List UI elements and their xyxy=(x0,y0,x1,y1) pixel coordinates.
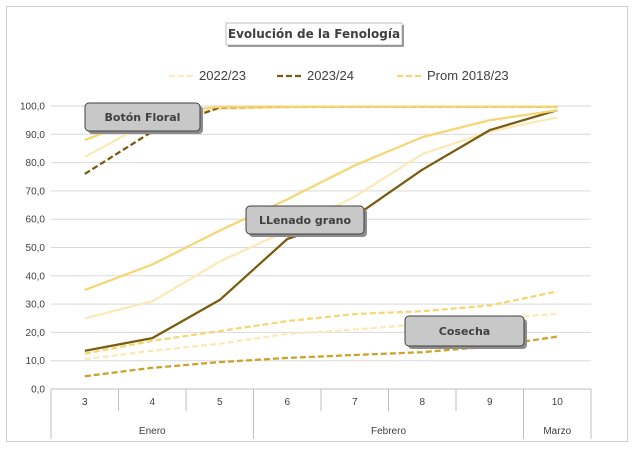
x-tick-label: 8 xyxy=(419,397,425,408)
title-layer: Evolución de la Fenología xyxy=(225,22,404,47)
annotations-layer: Botón Floral LLenado grano Cosecha xyxy=(84,102,527,349)
x-tick-label: 5 xyxy=(217,397,223,408)
x-tick-label: 9 xyxy=(487,397,493,408)
series-line-cosecha-2023-24 xyxy=(84,335,558,378)
chart: 0,0 10,0 20,0 30,0 40,0 50,0 60,0 70,0 80,0 90,0 1… xyxy=(20,22,592,439)
x-tick-label: 4 xyxy=(149,397,155,408)
legend-label: 2022/23 xyxy=(199,68,246,83)
annotation-box xyxy=(404,315,525,347)
chart-title: Evolución de la Fenología xyxy=(228,27,400,41)
x-tick-label: 10 xyxy=(552,397,564,408)
legend-item-prom-2018-23: Prom 2018/23 xyxy=(397,68,509,83)
y-tick-label: 40,0 xyxy=(26,271,46,282)
x-tick-label: 3 xyxy=(82,397,88,408)
annotation-cosecha: Cosecha xyxy=(404,315,527,349)
y-tick-label: 60,0 xyxy=(26,215,46,226)
legend-label: 2023/24 xyxy=(307,68,354,83)
y-tick-label: 70,0 xyxy=(26,186,46,197)
legend: 2022/23 2023/24 Prom 2018/23 xyxy=(169,68,509,83)
annotation-box xyxy=(84,102,201,132)
y-tick-label: 0,0 xyxy=(31,385,45,396)
annotation-llenado-grano: LLenado grano xyxy=(245,205,367,237)
y-tick-label: 10,0 xyxy=(26,356,46,367)
group-label-febrero: Febrero xyxy=(371,426,406,437)
series-line-cosecha-prom-2018-23 xyxy=(84,290,558,355)
series-line-llenado-grano-prom-2018-23 xyxy=(84,109,558,291)
legend-item-2023-24: 2023/24 xyxy=(277,68,354,83)
y-tick-label: 80,0 xyxy=(26,158,46,169)
group-label-marzo: Marzo xyxy=(543,426,571,437)
series-line-cosecha-2022-23 xyxy=(84,312,558,361)
y-tick-label: 30,0 xyxy=(26,300,46,311)
y-tick-label: 90,0 xyxy=(26,130,46,141)
annotation-label: Cosecha xyxy=(439,325,490,338)
y-tick-label: 20,0 xyxy=(26,328,46,339)
chart-frame: 0,0 10,0 20,0 30,0 40,0 50,0 60,0 70,0 80,0 90,0 1… xyxy=(6,6,628,442)
x-tick-label: 6 xyxy=(284,397,290,408)
y-tick-label: 50,0 xyxy=(26,243,46,254)
annotation-label: LLenado grano xyxy=(259,214,352,227)
annotation-boton-floral: Botón Floral xyxy=(84,102,203,134)
legend-label: Prom 2018/23 xyxy=(427,68,509,83)
axes: 0,0 10,0 20,0 30,0 40,0 50,0 60,0 70,0 80,0 90,0 1… xyxy=(20,102,592,439)
legend-item-2022-23: 2022/23 xyxy=(169,68,246,83)
y-tick-label: 100,0 xyxy=(20,102,45,113)
x-tick-label: 7 xyxy=(352,397,358,408)
annotation-box xyxy=(245,205,365,235)
group-label-enero: Enero xyxy=(139,426,166,437)
annotation-label: Botón Floral xyxy=(105,111,181,124)
